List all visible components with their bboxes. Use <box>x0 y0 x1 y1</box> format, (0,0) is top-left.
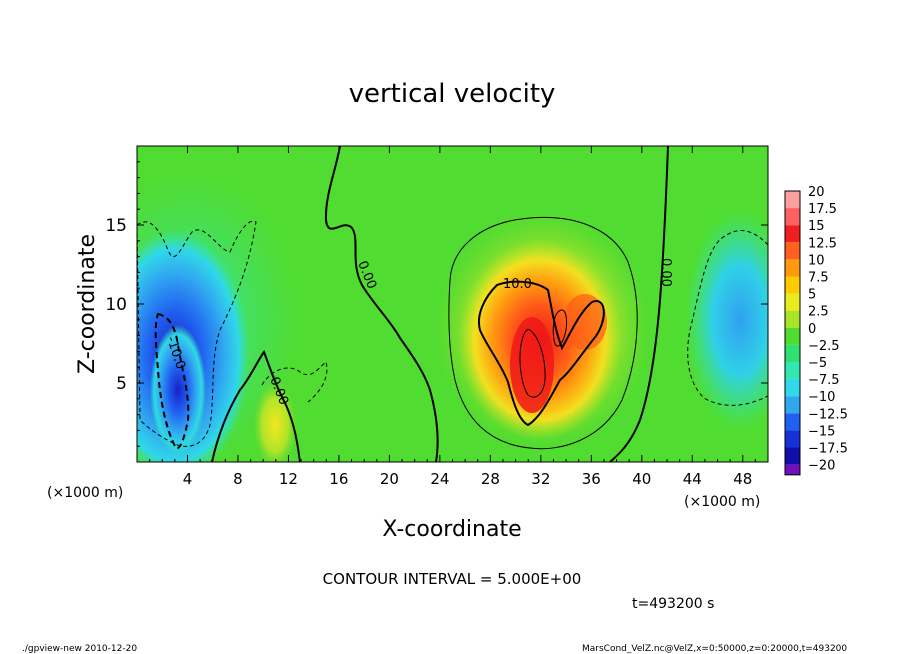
colorbar-swatch <box>785 327 800 345</box>
contour-pos5 <box>448 216 638 450</box>
x-tick-label: 20 <box>380 470 399 488</box>
colorbar-swatch <box>785 379 800 397</box>
contour-pos5-inner <box>552 309 567 347</box>
colorbar-swatch <box>785 242 800 260</box>
heatmap-field: -10.0 0.00 0.00 10.0 0.00 <box>137 146 768 462</box>
x-tick-label: 12 <box>279 470 298 488</box>
colorbar-label: 0 <box>808 322 816 337</box>
x-tick-label: 48 <box>733 470 752 488</box>
contour-zero-left <box>324 146 439 462</box>
colorbar-label: −12.5 <box>808 407 848 422</box>
x-axis-label: X-coordinate <box>382 517 521 542</box>
contour-interval: CONTOUR INTERVAL = 5.000E+00 <box>323 570 582 588</box>
contour-neg5-right <box>687 230 768 406</box>
x-tick-label: 8 <box>233 470 243 488</box>
colorbar-swatch <box>785 396 800 414</box>
colorbar-swatch <box>785 413 800 431</box>
colorbar-swatch <box>785 259 800 277</box>
colorbar-swatch <box>785 344 800 362</box>
colorbar-label: 10 <box>808 253 825 268</box>
y-tick-label: 15 <box>105 216 127 236</box>
colorbar-label: −5 <box>808 356 827 371</box>
y-axis: 5 10 15 <box>105 161 768 447</box>
colorbar-label: −10 <box>808 390 835 405</box>
colorbar-swatch <box>785 191 800 209</box>
contour-neg5-mid <box>261 361 328 403</box>
colorbar-label: −7.5 <box>808 373 840 388</box>
footer-right: MarsCond_VelZ.nc@VelZ,x=0:50000,z=0:2000… <box>582 644 847 654</box>
colorbar-swatch <box>785 225 800 243</box>
contour-label: 0.00 <box>658 258 673 287</box>
x-tick-label: 32 <box>531 470 550 488</box>
x-unit-right: (×1000 m) <box>684 494 760 510</box>
footer-left: ./gpview-new 2010-12-20 <box>22 644 137 654</box>
x-unit-left: (×1000 m) <box>47 485 123 501</box>
contour-pos15 <box>519 329 546 398</box>
colorbar-swatch <box>785 208 800 226</box>
colorbar-swatch <box>785 310 800 328</box>
colorbar-label: −17.5 <box>808 442 848 457</box>
chart-title: vertical velocity <box>349 79 556 109</box>
colorbar-swatch <box>785 293 800 311</box>
contour-neg5-left <box>137 220 257 447</box>
colorbar-swatch <box>785 276 800 294</box>
colorbar-swatch <box>785 464 800 475</box>
contour-zero-right <box>609 146 669 462</box>
colorbar-label: −2.5 <box>808 339 840 354</box>
colorbar-frame <box>784 190 801 476</box>
colorbar-label: 5 <box>808 288 816 303</box>
colorbar-label: −20 <box>808 459 835 474</box>
downdraft-left-core <box>150 325 206 455</box>
y-tick-label: 5 <box>116 374 127 394</box>
x-tick-label: 4 <box>183 470 193 488</box>
time-label: t=493200 s <box>632 596 714 612</box>
x-tick-label: 28 <box>481 470 500 488</box>
x-tick-label: 16 <box>329 470 348 488</box>
colorbar-swatch <box>785 362 800 380</box>
colorbar-label: 15 <box>808 219 825 234</box>
colorbar-label: 20 <box>808 185 825 200</box>
colorbar-label: 17.5 <box>808 202 837 217</box>
x-tick-label: 24 <box>430 470 449 488</box>
colorbar-label: 12.5 <box>808 236 837 251</box>
x-tick-label: 44 <box>683 470 702 488</box>
downdraft-right <box>685 210 768 430</box>
updraft-small <box>253 380 297 462</box>
y-tick-label: 10 <box>105 295 127 315</box>
colorbar-label: 2.5 <box>808 305 829 320</box>
colorbar-swatch <box>785 447 800 465</box>
x-tick-label: 36 <box>582 470 601 488</box>
contour-label: 10.0 <box>503 277 532 292</box>
x-axis: 4 8 12 16 20 24 28 32 36 40 44 48 <box>149 146 756 488</box>
colorbar-label: −15 <box>808 424 835 439</box>
y-axis-label: Z-coordinate <box>75 234 100 374</box>
colorbar-label: 7.5 <box>808 271 829 286</box>
colorbar-swatch <box>785 430 800 448</box>
x-tick-label: 40 <box>632 470 651 488</box>
contour-zero-mid <box>211 349 301 462</box>
colorbar: 20 17.5 15 12.5 10 7.5 5 2.5 0 −2.5 −5 −7.5 −10 −12.5… <box>784 185 848 476</box>
